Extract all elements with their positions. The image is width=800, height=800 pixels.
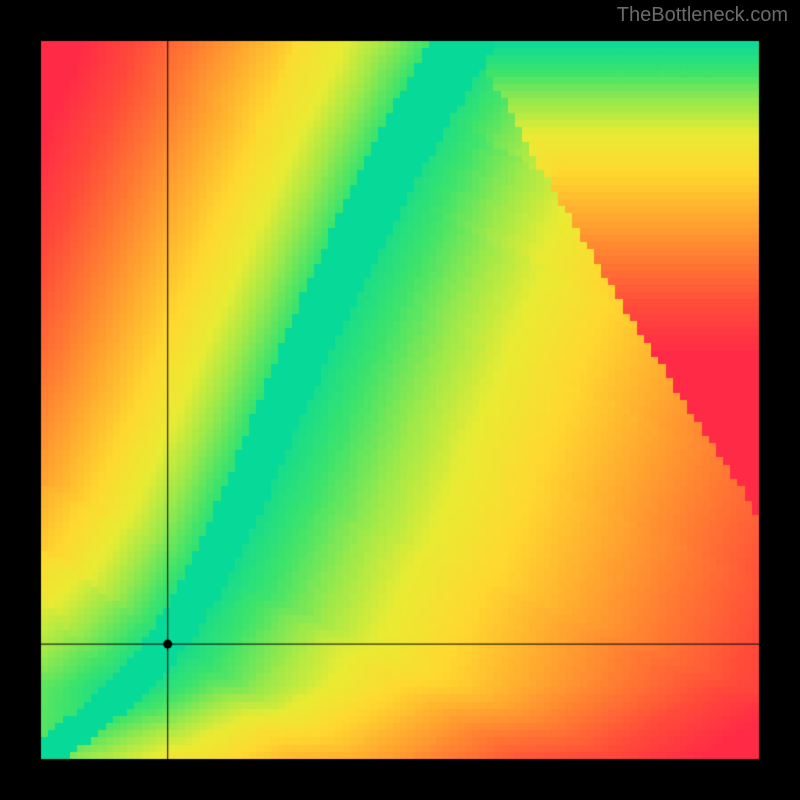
watermark-text: TheBottleneck.com bbox=[617, 4, 788, 27]
heatmap-container: TheBottleneck.com bbox=[0, 0, 800, 800]
heatmap-canvas bbox=[0, 0, 800, 800]
